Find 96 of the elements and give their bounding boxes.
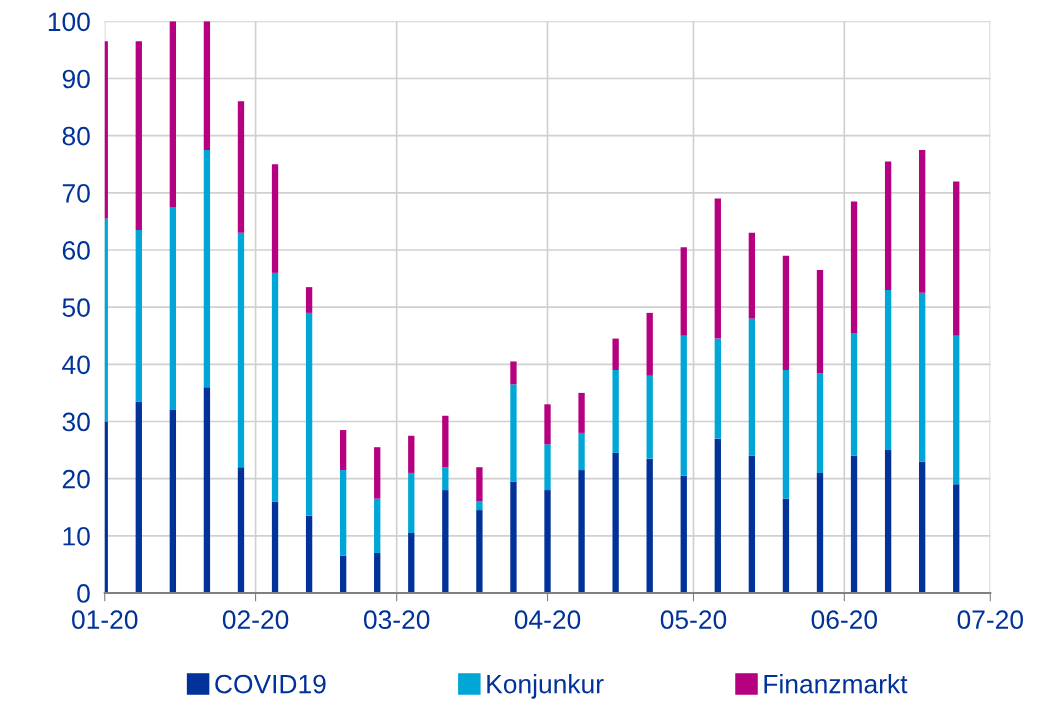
bar [578,432,585,471]
bar [271,164,279,273]
legend-label: COVID19 [215,674,326,694]
x-tick-label: 05-20 [660,610,727,630]
y-tick-label: 10 [63,526,90,546]
bar [816,372,824,473]
bar [374,498,381,553]
bar [442,467,449,491]
bar [680,335,687,476]
x-tick-label: 06-20 [811,610,878,630]
y-tick-label: 40 [62,355,90,375]
bar [237,467,245,593]
bar [816,472,824,593]
bar [612,452,619,593]
bar [442,415,449,468]
bar [816,270,824,373]
y-tick-label: 30 [62,412,90,432]
bar [340,555,347,593]
bar [203,149,211,388]
bar [271,272,279,502]
bar [305,287,313,313]
bar [544,444,551,491]
bar [953,484,960,593]
bar [544,490,551,593]
bar [408,435,415,473]
bar [271,501,279,593]
bar [748,232,756,319]
bar [578,392,585,433]
bar [203,21,211,150]
bar [340,470,347,556]
bar [305,515,313,593]
legend-label: Finanzmarkt [764,674,908,694]
bar [408,532,415,593]
bar [782,255,790,371]
bar [850,201,858,333]
bar [544,404,551,445]
bar [680,475,687,593]
bar [919,292,926,462]
bar [850,455,858,593]
y-tick-label: 60 [62,241,90,260]
y-tick-label: 20 [62,469,90,489]
bar [169,410,177,593]
bar [646,375,653,459]
bar [646,458,653,593]
bar [203,387,211,593]
bar [476,510,483,593]
bar [169,207,177,411]
bar [237,232,245,468]
bar [612,370,619,453]
bar [884,450,892,593]
bar [476,501,483,511]
bar [884,290,892,451]
x-tick-label: 03-20 [363,610,430,630]
bar [612,338,619,371]
y-tick-label: 90 [62,69,90,89]
bar [374,447,381,499]
bar [510,361,517,385]
bar [748,455,756,593]
bar [169,21,177,208]
bar [953,181,960,336]
bar [305,312,313,516]
x-tick-label: 02-20 [222,610,289,630]
bar [510,481,517,593]
bar [135,401,142,593]
bar [714,198,721,339]
y-tick-label: 80 [62,126,90,146]
x-tick-label: 07-20 [957,610,1024,630]
y-tick-label: 100 [48,12,90,32]
bar [135,229,142,402]
bar [476,467,483,502]
bar [680,247,687,336]
y-tick-label: 70 [62,183,90,203]
bar [714,338,721,439]
bar [850,332,858,456]
bar [510,384,517,482]
bar [408,472,415,533]
bar [919,461,926,593]
bar [714,438,721,593]
legend-label: Konjunkur [487,674,604,699]
bar [782,370,790,499]
bar [782,498,790,593]
bar [340,430,347,471]
bar [884,161,892,290]
x-tick-label: 04-20 [514,610,581,630]
bar [237,101,245,233]
bar [953,335,960,485]
bar [135,41,142,230]
bar [578,470,585,593]
x-tick-label: 01-20 [72,610,138,630]
y-tick-label: 0 [77,584,90,603]
y-tick-label: 50 [62,298,90,317]
bar [748,318,756,456]
bar [374,552,381,593]
bar [646,312,653,376]
bar [919,149,926,293]
bar [442,490,449,593]
